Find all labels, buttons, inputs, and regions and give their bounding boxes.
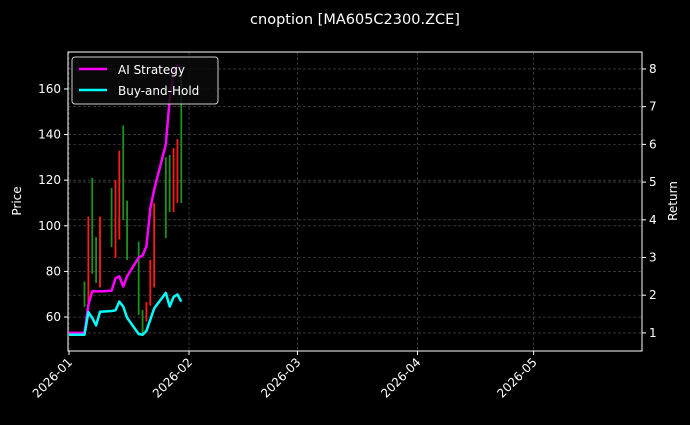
candle-body [95, 237, 98, 283]
y-tick-label: 140 [38, 128, 61, 142]
candle-body [110, 187, 113, 247]
legend-box [71, 56, 219, 105]
candle-body [153, 202, 156, 288]
y2-tick-label: 5 [649, 175, 657, 189]
legend: AI Strategy Buy-and-Hold [71, 56, 219, 105]
candle-body [126, 200, 128, 260]
y-axis-label: Price [10, 186, 24, 215]
y2-axis-label: Return [666, 181, 680, 221]
candle-body [145, 302, 148, 322]
y-tick-label: 160 [38, 82, 61, 96]
y2-tick-label: 2 [649, 288, 657, 302]
candle-body [168, 155, 171, 213]
candle-body [99, 216, 101, 288]
y2-tick-label: 7 [649, 100, 657, 114]
candle-body [114, 180, 117, 258]
candle-body [91, 177, 94, 274]
candle-body [149, 260, 152, 306]
y2-tick-label: 8 [649, 62, 657, 76]
candle-body [87, 216, 90, 307]
candle-body [137, 241, 140, 315]
candle-body [180, 66, 183, 203]
y-tick-label: 100 [38, 219, 61, 233]
legend-label-buy-hold: Buy-and-Hold [118, 84, 199, 98]
series-lines [69, 63, 183, 337]
legend-label-strategy: AI Strategy [118, 63, 185, 77]
chart-title: cnoption [MA605C2300.ZCE] [250, 12, 460, 28]
candle-body [118, 150, 121, 240]
candle-body [172, 148, 175, 213]
series-line-strategy [69, 63, 182, 335]
y-tick-label: 80 [46, 264, 61, 278]
candle-body [122, 125, 125, 221]
y2-tick-label: 3 [649, 250, 657, 264]
plot-frame [67, 51, 643, 352]
candle-body [176, 139, 179, 203]
y2-tick-label: 4 [649, 213, 657, 227]
candle-body [83, 281, 86, 307]
grid [68, 52, 642, 351]
candle-body [164, 157, 167, 239]
series-line-buy-hold [69, 291, 183, 337]
y-tick-label: 120 [38, 173, 61, 187]
candle-body [141, 310, 144, 336]
y2-tick-label: 6 [649, 137, 657, 151]
y2-tick-label: 1 [649, 326, 657, 340]
y-tick-label: 60 [46, 310, 61, 324]
